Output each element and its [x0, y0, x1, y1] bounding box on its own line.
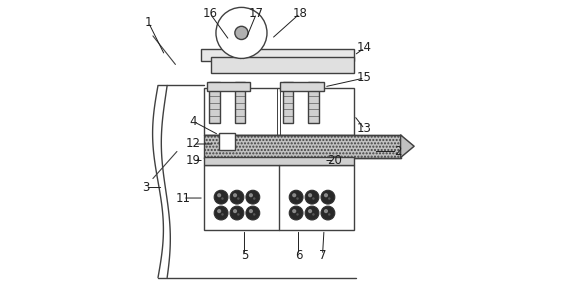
Circle shape — [321, 206, 335, 220]
Circle shape — [246, 190, 260, 204]
Bar — [308, 82, 319, 123]
Circle shape — [305, 206, 319, 220]
Circle shape — [253, 213, 256, 216]
Bar — [235, 82, 245, 123]
Circle shape — [297, 213, 299, 216]
Bar — [201, 49, 354, 62]
Text: 19: 19 — [186, 154, 201, 167]
Bar — [204, 157, 354, 165]
Circle shape — [305, 190, 319, 204]
Text: 6: 6 — [295, 248, 302, 261]
Bar — [211, 57, 354, 73]
Text: 17: 17 — [249, 7, 264, 20]
Circle shape — [221, 213, 224, 216]
Circle shape — [214, 206, 228, 220]
Circle shape — [230, 206, 244, 220]
Bar — [207, 82, 251, 92]
Circle shape — [292, 209, 297, 213]
Circle shape — [328, 213, 331, 216]
Circle shape — [249, 209, 253, 213]
Circle shape — [249, 193, 253, 197]
Bar — [283, 82, 293, 123]
Text: 11: 11 — [175, 191, 191, 205]
Circle shape — [308, 209, 312, 213]
Circle shape — [221, 197, 224, 200]
Bar — [219, 134, 235, 150]
Text: 5: 5 — [241, 248, 248, 261]
Circle shape — [312, 197, 315, 200]
Text: 1: 1 — [145, 16, 152, 29]
Text: 2: 2 — [394, 145, 401, 158]
Circle shape — [324, 193, 328, 197]
Text: 14: 14 — [357, 42, 372, 55]
Text: 12: 12 — [186, 138, 201, 151]
Circle shape — [217, 193, 221, 197]
Text: 7: 7 — [319, 248, 326, 261]
Circle shape — [235, 26, 248, 39]
Circle shape — [233, 193, 237, 197]
Bar — [209, 82, 219, 123]
Circle shape — [216, 7, 267, 58]
Circle shape — [230, 190, 244, 204]
Circle shape — [233, 209, 237, 213]
Circle shape — [321, 190, 335, 204]
Text: 3: 3 — [142, 181, 149, 194]
Circle shape — [253, 197, 256, 200]
Circle shape — [324, 209, 328, 213]
Circle shape — [292, 193, 297, 197]
Circle shape — [297, 197, 299, 200]
Bar — [204, 135, 401, 158]
Bar — [204, 88, 354, 135]
Bar — [204, 165, 354, 230]
Circle shape — [308, 193, 312, 197]
Circle shape — [237, 213, 240, 216]
Text: 18: 18 — [293, 7, 307, 20]
Text: 13: 13 — [357, 122, 372, 135]
Circle shape — [289, 206, 303, 220]
Text: 16: 16 — [202, 7, 218, 20]
Circle shape — [237, 197, 240, 200]
Circle shape — [312, 213, 315, 216]
Polygon shape — [401, 135, 414, 158]
Circle shape — [217, 209, 221, 213]
Circle shape — [289, 190, 303, 204]
Text: 15: 15 — [357, 72, 372, 85]
Circle shape — [214, 190, 228, 204]
Text: 4: 4 — [190, 115, 197, 128]
Circle shape — [246, 206, 260, 220]
Text: 20: 20 — [327, 154, 342, 167]
Circle shape — [328, 197, 331, 200]
Bar — [281, 82, 324, 92]
